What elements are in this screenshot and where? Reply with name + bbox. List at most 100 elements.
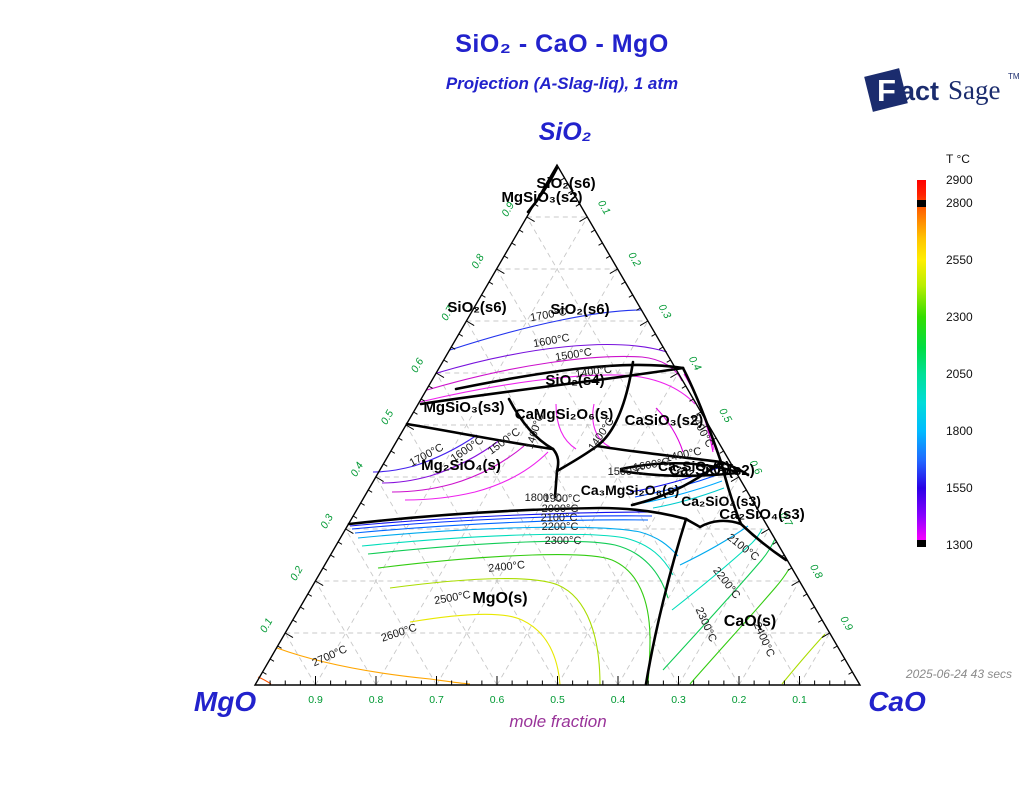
colorbar-tick-label: 2800 [946, 195, 973, 210]
phase-region-label: Mg₂SiO₄(s) [421, 457, 501, 474]
left-axis-tick-label: 0.8 [469, 252, 487, 271]
tick-mark [787, 567, 793, 571]
tick-mark [772, 541, 777, 545]
right-axis-tick-label: 0.5 [716, 406, 734, 425]
right-axis-tick-label: 0.8 [807, 562, 825, 581]
tick-mark [352, 515, 358, 519]
tick-mark [666, 359, 671, 363]
contour-line [652, 487, 725, 509]
tick-mark [568, 190, 573, 194]
contour-temperature-label: 2700°C [311, 643, 350, 669]
tick-mark [757, 515, 762, 519]
tick-mark [833, 645, 838, 649]
page-title: SiO₂ - CaO - MgO [455, 30, 669, 58]
tick-mark [575, 203, 580, 207]
contour-line [689, 568, 790, 685]
colorbar-gradient [917, 180, 926, 545]
colorbar-tick-label: 1550 [946, 480, 973, 495]
tick-mark [360, 502, 365, 506]
tick-mark [481, 294, 486, 298]
component-label-cao: CaO [868, 686, 926, 717]
tick-mark [560, 177, 565, 181]
contour-line [655, 407, 684, 453]
phase-region-label: SiO₂(s6) [536, 175, 595, 192]
tick-mark [700, 424, 709, 430]
tick-mark [590, 229, 596, 233]
contour-line [404, 451, 549, 501]
colorbar-tick-label: 2900 [946, 173, 973, 187]
contour-line [555, 403, 577, 450]
colorbar-tick-label: 2300 [946, 309, 973, 324]
tick-mark [609, 268, 618, 274]
contour-line [361, 533, 674, 576]
tick-mark [345, 528, 354, 534]
axis-units-label: mole fraction [509, 712, 607, 731]
phase-region-label: SiO₂(s6) [550, 301, 609, 318]
contour-temperature-label: 1500°C [608, 466, 645, 478]
grid-line [496, 372, 679, 686]
factsage-logo: F act Sage TM [860, 66, 1020, 118]
tick-mark [292, 619, 297, 623]
grid-line [738, 580, 800, 686]
phase-boundary [719, 460, 750, 477]
right-axis-tick-label: 0.2 [625, 250, 643, 269]
contour-line [257, 676, 272, 685]
tick-mark [689, 398, 694, 402]
tick-mark [420, 398, 426, 402]
grid-line [436, 320, 649, 686]
temperature-colorbar: T °C 2900 2800 2550 2300 2050 1800 1550 1300 [900, 148, 1020, 568]
tick-mark [848, 671, 853, 675]
tick-mark [428, 385, 433, 389]
tick-mark [284, 632, 294, 638]
tick-mark [503, 255, 509, 259]
contour-temperature-label: 2500°C [433, 589, 471, 607]
tick-mark [541, 190, 547, 194]
contour-temperature-label: 2600°C [380, 622, 419, 645]
left-axis-tick-label: 0.2 [288, 564, 306, 583]
tick-mark [670, 372, 679, 378]
left-axis-tick-label: 0.6 [409, 356, 427, 375]
tick-mark [711, 437, 717, 441]
bottom-axis-tick-label: 0.8 [369, 694, 384, 706]
tick-mark [840, 658, 846, 662]
grid-line [375, 268, 618, 686]
phase-boundary [551, 447, 560, 499]
phase-boundary [681, 366, 723, 464]
right-axis-tick-label: 0.1 [595, 198, 613, 217]
tick-mark [628, 294, 634, 298]
logo-sage: Sage [948, 75, 1001, 105]
left-axis-tick-label: 0.4 [348, 460, 366, 479]
contour-line [351, 515, 653, 530]
tick-mark [269, 658, 275, 662]
tick-mark [307, 593, 312, 597]
triangle-frame [253, 163, 862, 686]
phase-boundary [454, 363, 685, 391]
tick-mark [496, 268, 505, 274]
phase-boundary [347, 506, 688, 526]
tick-mark [639, 320, 649, 326]
contour-line [634, 473, 721, 498]
tick-mark [398, 437, 403, 441]
phase-boundary [739, 522, 788, 562]
grid-line [799, 632, 831, 686]
contour-line [381, 439, 501, 484]
contour-temperature-label: 1600°C [532, 332, 570, 350]
phase-region-label: MgSiO₃(s3) [423, 399, 504, 416]
contour-line [781, 633, 826, 685]
logo-act: act [900, 76, 940, 106]
phase-boundary [630, 460, 723, 507]
contour-temperature-label: 1900°C [544, 493, 581, 505]
phase-region-label: Ca₂SiO₄(s2) [669, 462, 755, 479]
grid-line [466, 320, 679, 686]
bottom-axis-tick-label: 0.5 [550, 694, 565, 706]
contour-line [276, 647, 471, 685]
contour-temperature-label: 1800°C [525, 492, 562, 504]
tick-mark [742, 489, 747, 493]
left-axis-tick-label: 0.5 [379, 408, 397, 427]
contour-line [391, 445, 525, 493]
phase-region-label: CaO(s) [724, 613, 776, 630]
grid-line [284, 632, 316, 686]
grid-line [315, 580, 377, 686]
bottom-axis-tick-label: 0.6 [490, 694, 505, 706]
